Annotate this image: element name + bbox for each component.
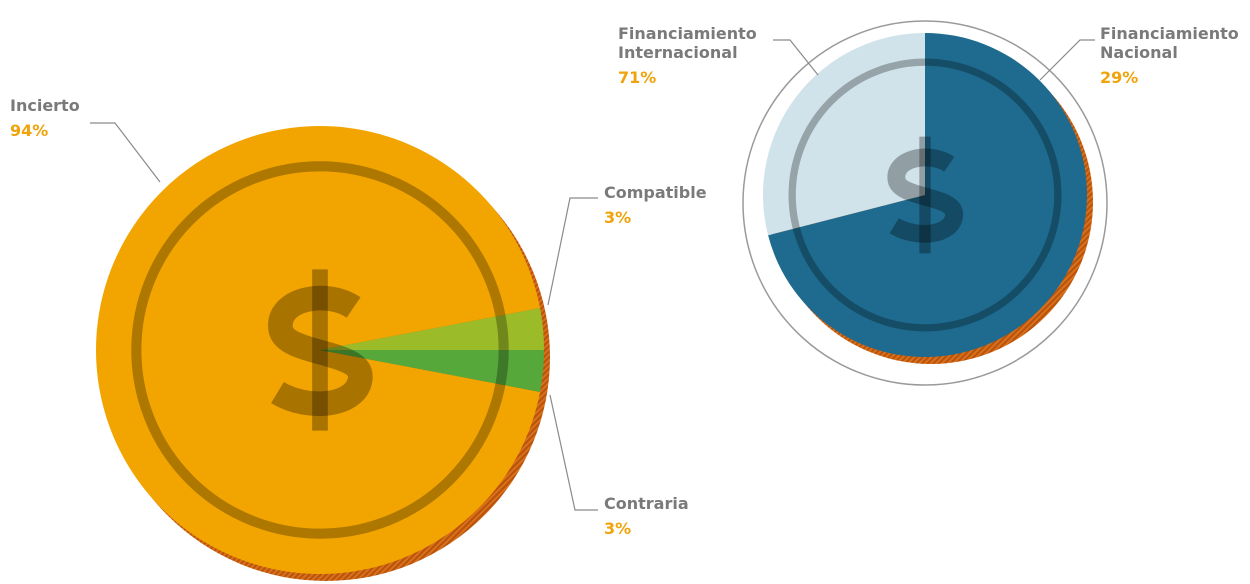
page: Incierto 94% Compatible 3% Contraria 3% Financ… bbox=[0, 0, 1250, 584]
leader-line bbox=[773, 40, 818, 75]
category-label: Compatible bbox=[604, 183, 764, 202]
category-label: Incierto bbox=[10, 96, 130, 115]
value-label: 3% bbox=[604, 208, 764, 227]
value-label: 71% bbox=[618, 68, 778, 87]
category-label: Financiamiento Nacional bbox=[1100, 24, 1250, 62]
category-label: Financiamiento Internacional bbox=[618, 24, 778, 62]
slice-label: Contraria 3% bbox=[604, 494, 764, 538]
leader-line bbox=[1040, 40, 1095, 80]
value-label: 29% bbox=[1100, 68, 1250, 87]
value-label: 94% bbox=[10, 121, 130, 140]
value-label: 3% bbox=[604, 519, 764, 538]
slice-label: Compatible 3% bbox=[604, 183, 764, 227]
slice-label: Incierto 94% bbox=[10, 96, 130, 140]
leader-line bbox=[550, 395, 598, 510]
leader-line bbox=[548, 198, 598, 305]
category-label: Contraria bbox=[604, 494, 764, 513]
slice-label: Financiamiento Internacional 71% bbox=[618, 24, 778, 87]
slice-label: Financiamiento Nacional 29% bbox=[1100, 24, 1250, 87]
